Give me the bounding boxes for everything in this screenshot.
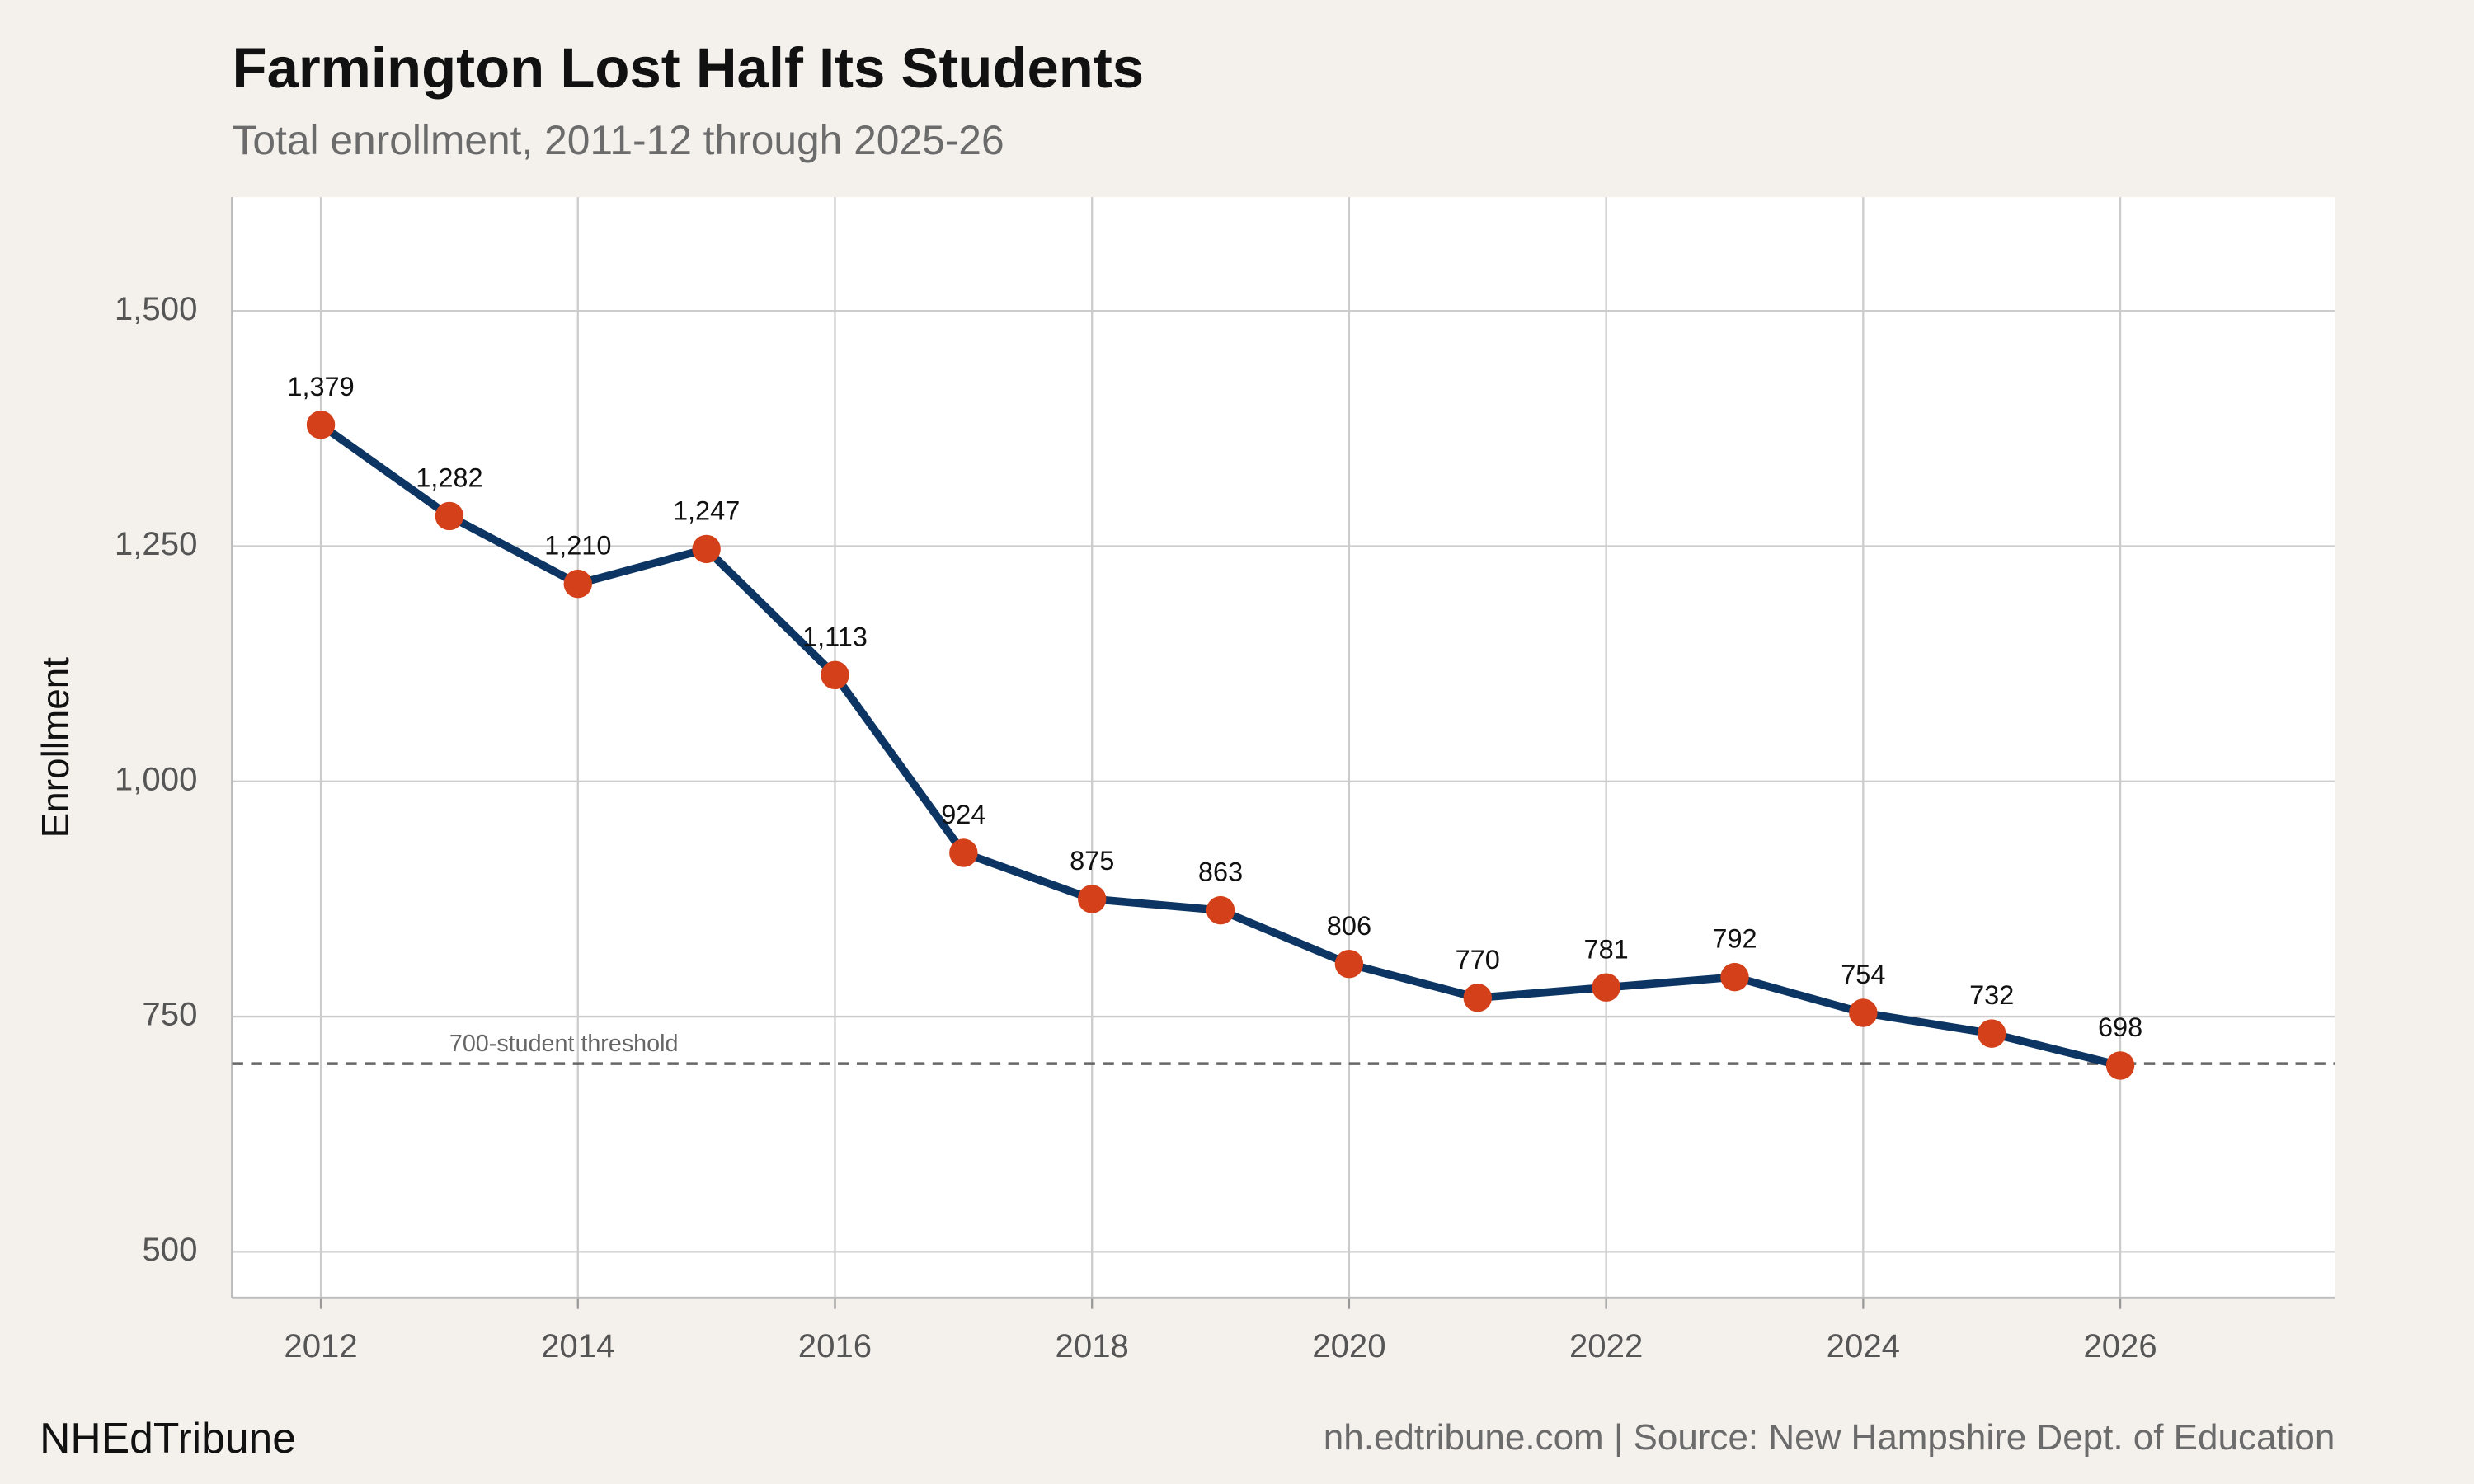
value-label: 792: [1712, 924, 1757, 954]
threshold-label: 700-student threshold: [449, 1031, 679, 1057]
y-tick-label: 500: [142, 1231, 197, 1268]
value-label: 781: [1584, 934, 1629, 964]
value-label: 1,247: [673, 496, 740, 526]
point: [1592, 973, 1620, 1002]
x-tick-label: 2012: [284, 1327, 357, 1364]
x-tick-label: 2014: [541, 1327, 614, 1364]
point: [1849, 998, 1878, 1027]
point: [1463, 984, 1492, 1012]
point: [692, 534, 721, 564]
value-label: 1,210: [544, 531, 611, 561]
y-tick-label: 750: [142, 996, 197, 1033]
x-tick-label: 2024: [1827, 1327, 1900, 1364]
value-label: 1,282: [416, 463, 482, 493]
value-label: 770: [1456, 945, 1500, 974]
value-label: 1,379: [287, 372, 354, 402]
point: [2105, 1051, 2135, 1080]
point: [1977, 1019, 2006, 1048]
chart-title: Farmington Lost Half Its Students: [233, 36, 1145, 100]
x-tick-label: 2022: [1569, 1327, 1643, 1364]
value-label: 698: [2098, 1012, 2142, 1042]
point: [306, 411, 336, 439]
y-tick-label: 1,000: [115, 760, 198, 797]
y-axis-label: Enrollment: [34, 657, 77, 838]
value-label: 754: [1841, 960, 1885, 989]
x-tick-label: 2018: [1056, 1327, 1129, 1364]
x-tick-label: 2020: [1312, 1327, 1385, 1364]
point: [1206, 895, 1235, 925]
x-tick-label: 2026: [2083, 1327, 2157, 1364]
value-label: 1,113: [802, 622, 868, 651]
point: [1077, 885, 1107, 913]
branding: NHEdTribune: [40, 1414, 296, 1462]
point: [1720, 962, 1749, 992]
value-label: 863: [1198, 857, 1243, 887]
value-label: 875: [1070, 846, 1114, 876]
value-label: 806: [1327, 911, 1371, 941]
value-label: 924: [941, 800, 985, 829]
point: [821, 660, 849, 690]
point: [949, 838, 978, 867]
plot-area: [232, 197, 2335, 1298]
y-tick-label: 1,250: [115, 525, 198, 562]
point: [435, 501, 464, 531]
point: [1334, 949, 1364, 979]
source: nh.edtribune.com | Source: New Hampshire…: [1324, 1417, 2335, 1458]
point: [563, 569, 592, 599]
x-tick-label: 2016: [798, 1327, 872, 1364]
chart-subtitle: Total enrollment, 2011-12 through 2025-2…: [233, 117, 1004, 163]
y-tick-label: 1,500: [115, 290, 198, 327]
value-label: 732: [1969, 980, 2014, 1010]
